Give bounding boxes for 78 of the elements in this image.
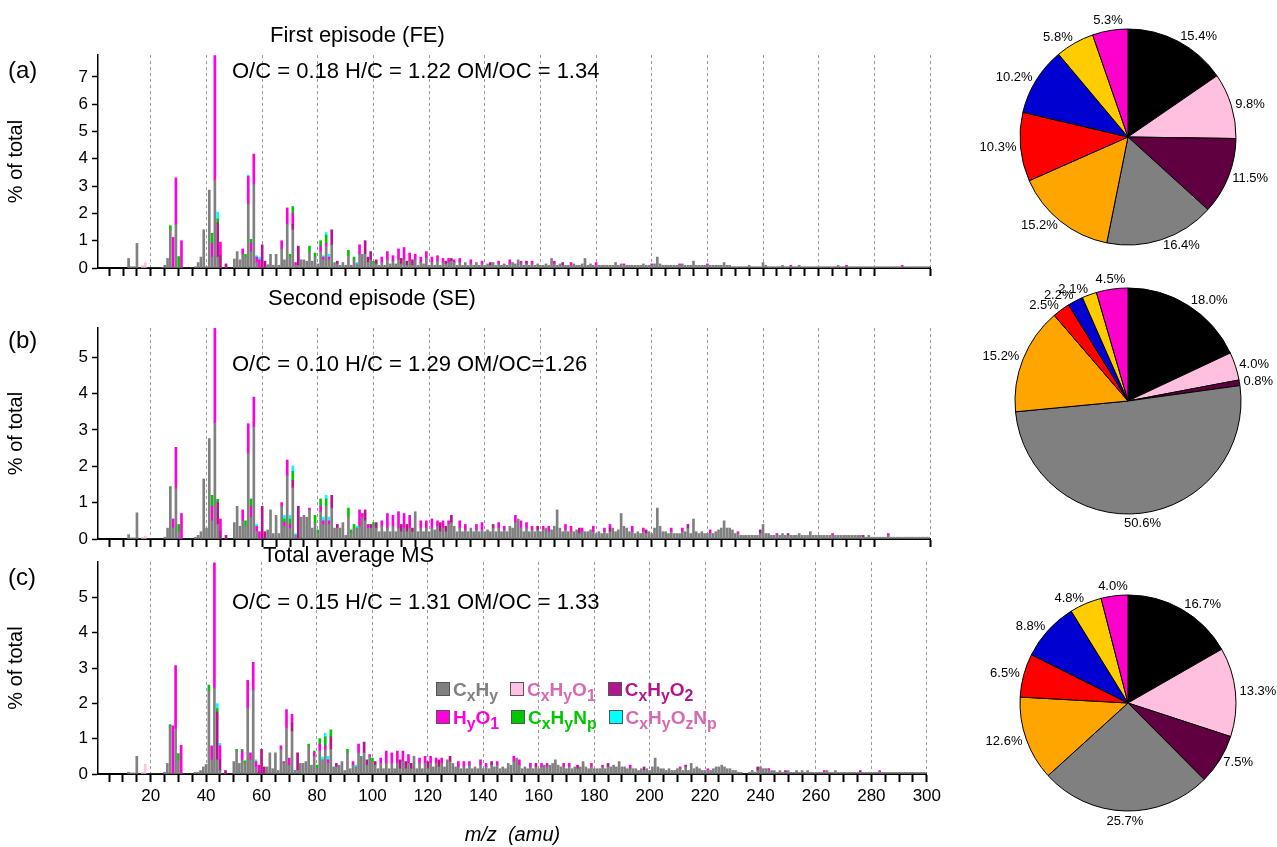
data-label: 9.8% <box>1235 95 1266 111</box>
y-tick-label: 0 <box>78 528 88 548</box>
data-label: 16.4% <box>1162 236 1201 252</box>
y-tick-label: 1 <box>78 492 88 512</box>
y-axis-title: % of total <box>3 119 26 204</box>
data-label: 11.5% <box>1232 170 1269 186</box>
y-tick-label: 7 <box>78 66 88 86</box>
text: O/C = 0.10 H/C = 1.29 OM/OC=1.26 <box>232 351 588 376</box>
legend-label: C$_{x}$H$_{y}$N$_{p}$ <box>528 706 597 732</box>
x-tick-label: 60 <box>252 785 272 805</box>
x-tick-label: 120 <box>413 785 443 805</box>
y-tick-label: 2 <box>78 455 88 475</box>
data-label: 25.7% <box>1106 812 1144 828</box>
y-tick-label: 0 <box>78 763 88 783</box>
y-tick-label: 2 <box>78 203 88 223</box>
y-axis-title: % of total <box>3 626 26 710</box>
data-label: 8.8% <box>1015 617 1046 633</box>
chart-title: Total average MS <box>263 542 435 567</box>
y-tick-label: 5 <box>78 587 88 607</box>
data-label: 0.8% <box>1243 373 1274 389</box>
data-label: 18.0% <box>1190 292 1229 308</box>
text: (b) <box>8 326 38 353</box>
y-tick-label: 4 <box>78 622 88 642</box>
data-label: 4.0% <box>1098 577 1129 593</box>
y-tick-label: 0 <box>78 257 88 277</box>
data-label: 5.3% <box>1093 12 1124 28</box>
x-axis-title: m/z (amu) <box>464 822 561 845</box>
x-tick-label: 20 <box>141 785 161 805</box>
y-tick-label: 1 <box>78 230 88 250</box>
y-tick-label: 4 <box>78 383 88 403</box>
data-label: 15.4% <box>1180 27 1218 43</box>
data-label: 15.2% <box>982 348 1020 364</box>
y-tick-label: 5 <box>78 121 88 141</box>
y-tick-label: 3 <box>78 175 88 195</box>
y-axis-title: % of total <box>3 391 26 476</box>
x-tick-label: 240 <box>746 785 775 805</box>
data-label: 4.0% <box>1239 355 1270 371</box>
x-tick-label: 100 <box>358 785 387 805</box>
x-tick-label: 160 <box>524 785 553 805</box>
data-label: 6.5% <box>990 665 1021 681</box>
data-label: 15.2% <box>1021 217 1059 233</box>
y-tick-label: 5 <box>78 346 88 366</box>
chart-subtitle: O/C = 0.18 H/C = 1.22 OM/OC = 1.34 <box>232 58 600 83</box>
x-tick-label: 200 <box>635 785 664 805</box>
data-label: 13.3% <box>1239 682 1277 698</box>
legend-label: H$_{y}$O$_{1}$ <box>452 706 500 732</box>
data-label: 10.2% <box>995 68 1034 84</box>
y-tick-label: 6 <box>78 93 88 113</box>
data-label: 50.6% <box>1124 514 1162 530</box>
data-label: 5.8% <box>1043 29 1074 45</box>
data-label: 4.8% <box>1054 589 1085 605</box>
data-label: 7.5% <box>1223 754 1254 770</box>
legend-label: C$_{x}$H$_{y}$ <box>452 678 498 704</box>
text: O/C = 0.15 H/C = 1.31 OM/OC = 1.33 <box>232 589 600 614</box>
x-tick-label: 40 <box>196 785 216 805</box>
data-label: 10.3% <box>979 139 1017 155</box>
data-label: 4.5% <box>1095 270 1126 286</box>
y-tick-label: 3 <box>78 419 88 439</box>
y-tick-label: 1 <box>78 728 88 748</box>
text: (a) <box>8 56 38 83</box>
text: (c) <box>8 563 36 590</box>
legend-label: C$_{x}$H$_{y}$O$_{2}$ <box>624 678 694 704</box>
y-tick-label: 2 <box>78 693 88 713</box>
x-tick-label: 280 <box>857 785 886 805</box>
y-tick-label: 4 <box>78 148 88 168</box>
data-label: 16.7% <box>1184 595 1222 611</box>
chart-title: First episode (FE) <box>270 22 445 47</box>
x-tick-label: 140 <box>469 785 498 805</box>
x-tick-label: 300 <box>912 785 942 805</box>
x-tick-label: 80 <box>307 785 327 805</box>
chart-title: Second episode (SE) <box>268 285 476 310</box>
x-tick-label: 260 <box>801 785 831 805</box>
legend-label: C$_{x}$H$_{y}$O$_{1}$ <box>527 678 596 704</box>
data-label: 12.6% <box>985 732 1023 748</box>
x-tick-label: 220 <box>690 785 720 805</box>
x-tick-label: 180 <box>579 785 609 805</box>
legend-label: C$_{x}$H$_{y}$O$_{z}$N$_{p}$ <box>625 706 717 732</box>
y-tick-label: 3 <box>78 657 88 677</box>
